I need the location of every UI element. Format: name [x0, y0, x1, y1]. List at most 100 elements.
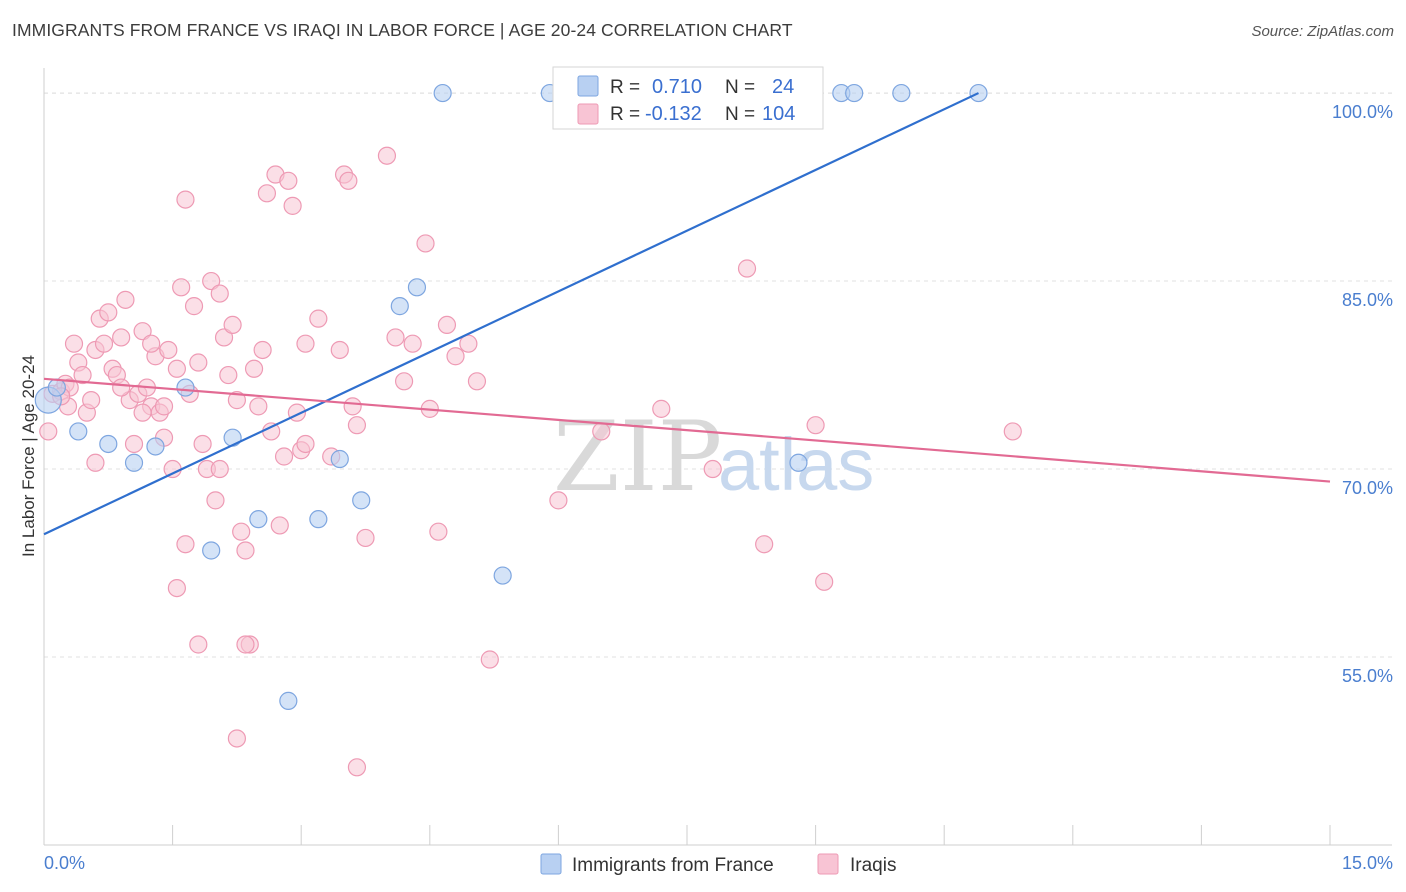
iraqi-point: [227, 391, 246, 410]
iraqi-point: [703, 459, 722, 479]
iraqi-point: [416, 234, 435, 253]
france-point: [69, 422, 88, 441]
iraqi-point: [467, 372, 487, 391]
iraqi-point: [429, 522, 448, 541]
iraqi-point: [112, 328, 131, 347]
iraqi-point: [133, 322, 152, 341]
legend-r-label-iraqi: R =: [610, 104, 640, 125]
iraqi-point: [112, 378, 131, 397]
y-axis-title: In Labor Force | Age 20-24: [19, 355, 38, 557]
iraqi-point: [249, 397, 268, 416]
iraqi-point: [270, 516, 289, 535]
france-point: [249, 510, 268, 529]
axes: [43, 68, 1392, 846]
legend-r-value-iraqi: -0.132: [645, 103, 702, 125]
iraqi-point: [459, 334, 478, 353]
bottom-legend-label-france: Immigrants from France: [572, 855, 774, 876]
iraqi-point: [549, 491, 568, 510]
france-trend-line: [43, 92, 979, 536]
iraqi-point: [86, 453, 105, 472]
x-tick-label-max: 15.0%: [1342, 853, 1393, 873]
iraqi-point: [262, 422, 281, 441]
iraqi-point: [236, 635, 255, 654]
iraqi-point: [189, 353, 208, 372]
france-point: [202, 541, 221, 560]
legend-n-label-france: N =: [725, 77, 755, 98]
source-credit: Source: ZipAtlas.com: [1251, 23, 1394, 40]
iraqi-point: [193, 434, 212, 454]
iraqi-point: [296, 434, 315, 454]
iraqi-point: [210, 284, 229, 303]
iraqi-point: [163, 459, 182, 479]
france-point: [309, 510, 328, 529]
france-point: [47, 378, 66, 397]
france-point: [124, 453, 144, 472]
iraqi-point: [154, 397, 174, 416]
iraqi-point: [210, 459, 229, 479]
iraqi-point: [253, 340, 272, 360]
iraqi-point: [172, 278, 191, 297]
iraqi-point: [377, 146, 397, 165]
x-tick-label-min: 0.0%: [44, 853, 85, 873]
france-point: [279, 691, 298, 710]
iraqi-point: [347, 416, 367, 435]
y-tick-label: 100.0%: [1332, 102, 1393, 122]
legend-n-value-iraqi: 104: [762, 103, 795, 125]
iraqi-point: [82, 391, 101, 410]
legend-n-value-france: 24: [772, 76, 794, 98]
iraqi-points: [39, 146, 1022, 777]
iraqi-point: [219, 365, 238, 385]
y-tick-label: 85.0%: [1342, 290, 1393, 310]
bottom-legend-swatch-france: [540, 853, 562, 875]
iraqi-point: [176, 190, 195, 209]
iraqi-point: [1003, 422, 1022, 441]
iraqi-point: [64, 334, 84, 353]
iraqi-point: [737, 259, 757, 278]
legend: R = 0.710 N = 24 R = -0.132 N = 104: [552, 66, 824, 130]
iraqi-point: [223, 315, 242, 335]
iraqi-point: [356, 528, 375, 548]
bottom-legend-label-iraqi: Iraqis: [850, 855, 896, 876]
legend-r-value-france: 0.710: [652, 76, 702, 98]
iraqi-point: [274, 447, 294, 466]
legend-r-label-france: R =: [610, 77, 640, 98]
iraqi-point: [99, 303, 118, 322]
france-point: [146, 437, 165, 456]
iraqi-point: [236, 541, 255, 560]
grid-lines: [44, 92, 1392, 658]
iraqi-point: [755, 535, 774, 554]
iraqi-point: [167, 578, 186, 598]
iraqi-point: [806, 416, 825, 435]
iraqi-point: [343, 397, 362, 416]
iraqi-point: [394, 372, 414, 391]
y-tick-label: 70.0%: [1342, 478, 1393, 498]
iraqi-point: [815, 572, 834, 591]
watermark-zip: ZIP: [553, 401, 722, 513]
iraqi-point: [244, 359, 264, 378]
iraqi-point: [202, 271, 221, 291]
iraqi-point: [652, 399, 671, 418]
iraqi-point: [279, 171, 298, 190]
iraqi-point: [227, 729, 246, 748]
iraqi-point: [94, 334, 114, 353]
y-tick-label: 55.0%: [1342, 666, 1393, 686]
iraqi-point: [480, 650, 499, 669]
y-tick-labels: 55.0% 70.0% 85.0% 100.0%: [1332, 102, 1393, 686]
legend-swatch-iraqi: [577, 103, 599, 125]
iraqi-point: [386, 328, 405, 347]
france-point: [493, 566, 512, 585]
france-point: [390, 297, 409, 316]
france-point: [892, 83, 911, 103]
iraqi-point: [437, 315, 457, 335]
france-point: [407, 278, 427, 297]
france-point: [433, 83, 452, 103]
iraqi-point: [296, 334, 315, 353]
iraqi-point: [339, 171, 358, 190]
iraqi-point: [330, 340, 349, 360]
iraqi-point: [592, 422, 611, 441]
legend-swatch-france: [577, 75, 599, 97]
france-points: [34, 83, 988, 710]
iraqi-point: [347, 758, 367, 777]
watermark: ZIP atlas: [553, 401, 874, 513]
